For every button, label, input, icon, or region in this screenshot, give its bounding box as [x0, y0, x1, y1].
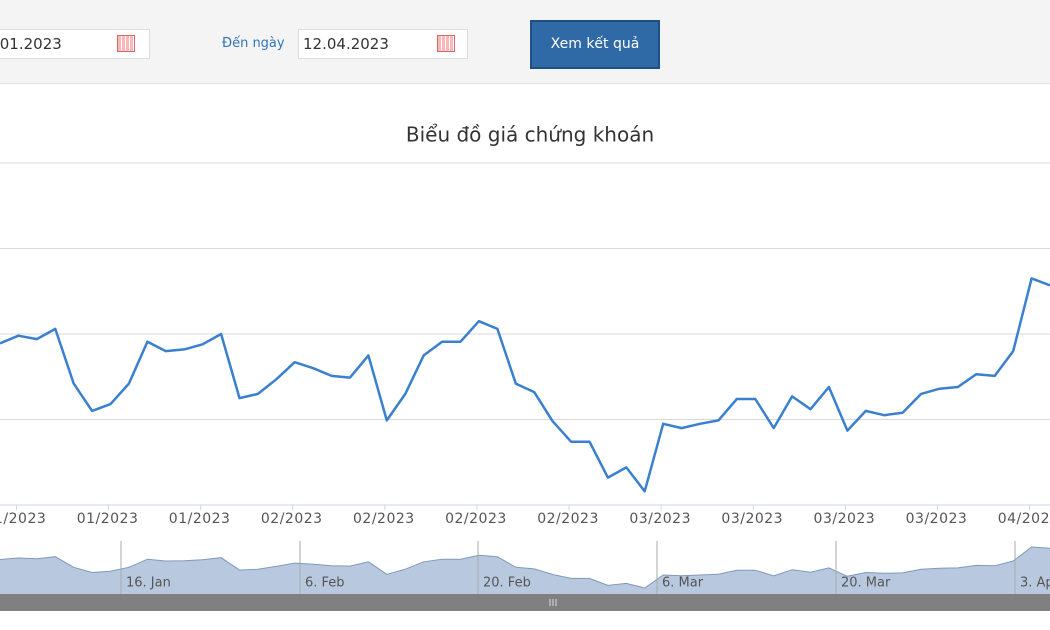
- to-date: 12.04.2023: [303, 35, 389, 53]
- navigator-label: 20. Feb: [483, 576, 531, 591]
- navigator-label: 6. Mar: [662, 576, 704, 591]
- navigator-label: 20. Mar: [841, 576, 891, 591]
- x-tick-label: 01/2023: [169, 511, 231, 527]
- x-tick-label: 02/2023: [353, 511, 415, 527]
- x-tick-label: 03/2023: [814, 511, 876, 527]
- navigator-label: 6. Feb: [305, 576, 345, 591]
- x-tick-label: 03/2023: [721, 511, 783, 527]
- submit-button[interactable]: Xem kết quả: [530, 20, 660, 69]
- x-tick-label: 02/2023: [445, 511, 507, 527]
- navigator-line: [0, 546, 1050, 589]
- to-label: Đến ngày: [222, 36, 285, 51]
- from-date-input[interactable]: .01.2023: [0, 29, 150, 59]
- price-line: [0, 277, 1050, 493]
- x-tick-label: 04/2023: [998, 511, 1050, 527]
- x-tick-label: 03/2023: [629, 511, 691, 527]
- from-date: .01.2023: [0, 35, 62, 53]
- toolbar: .01.2023 Đến ngày 12.04.2023 Xem kết quả: [0, 0, 1050, 84]
- scrollbar-grip[interactable]: [549, 599, 557, 606]
- chart-title: Biểu đồ giá chứng khoán: [406, 123, 654, 147]
- x-tick-label: 01/2023: [0, 511, 46, 527]
- x-tick-label: 01/2023: [77, 511, 139, 527]
- navigator-label: 16. Jan: [126, 576, 171, 591]
- calendar-icon[interactable]: [437, 35, 455, 52]
- calendar-icon[interactable]: [117, 35, 135, 52]
- navigator-label: 3. Apr: [1020, 576, 1050, 591]
- x-tick-label: 02/2023: [537, 511, 599, 527]
- x-tick-label: 03/2023: [906, 511, 968, 527]
- x-tick-label: 02/2023: [261, 511, 323, 527]
- scrollbar[interactable]: [0, 594, 1050, 611]
- navigator-area: [0, 547, 1050, 594]
- to-date-input[interactable]: 12.04.2023: [298, 29, 468, 59]
